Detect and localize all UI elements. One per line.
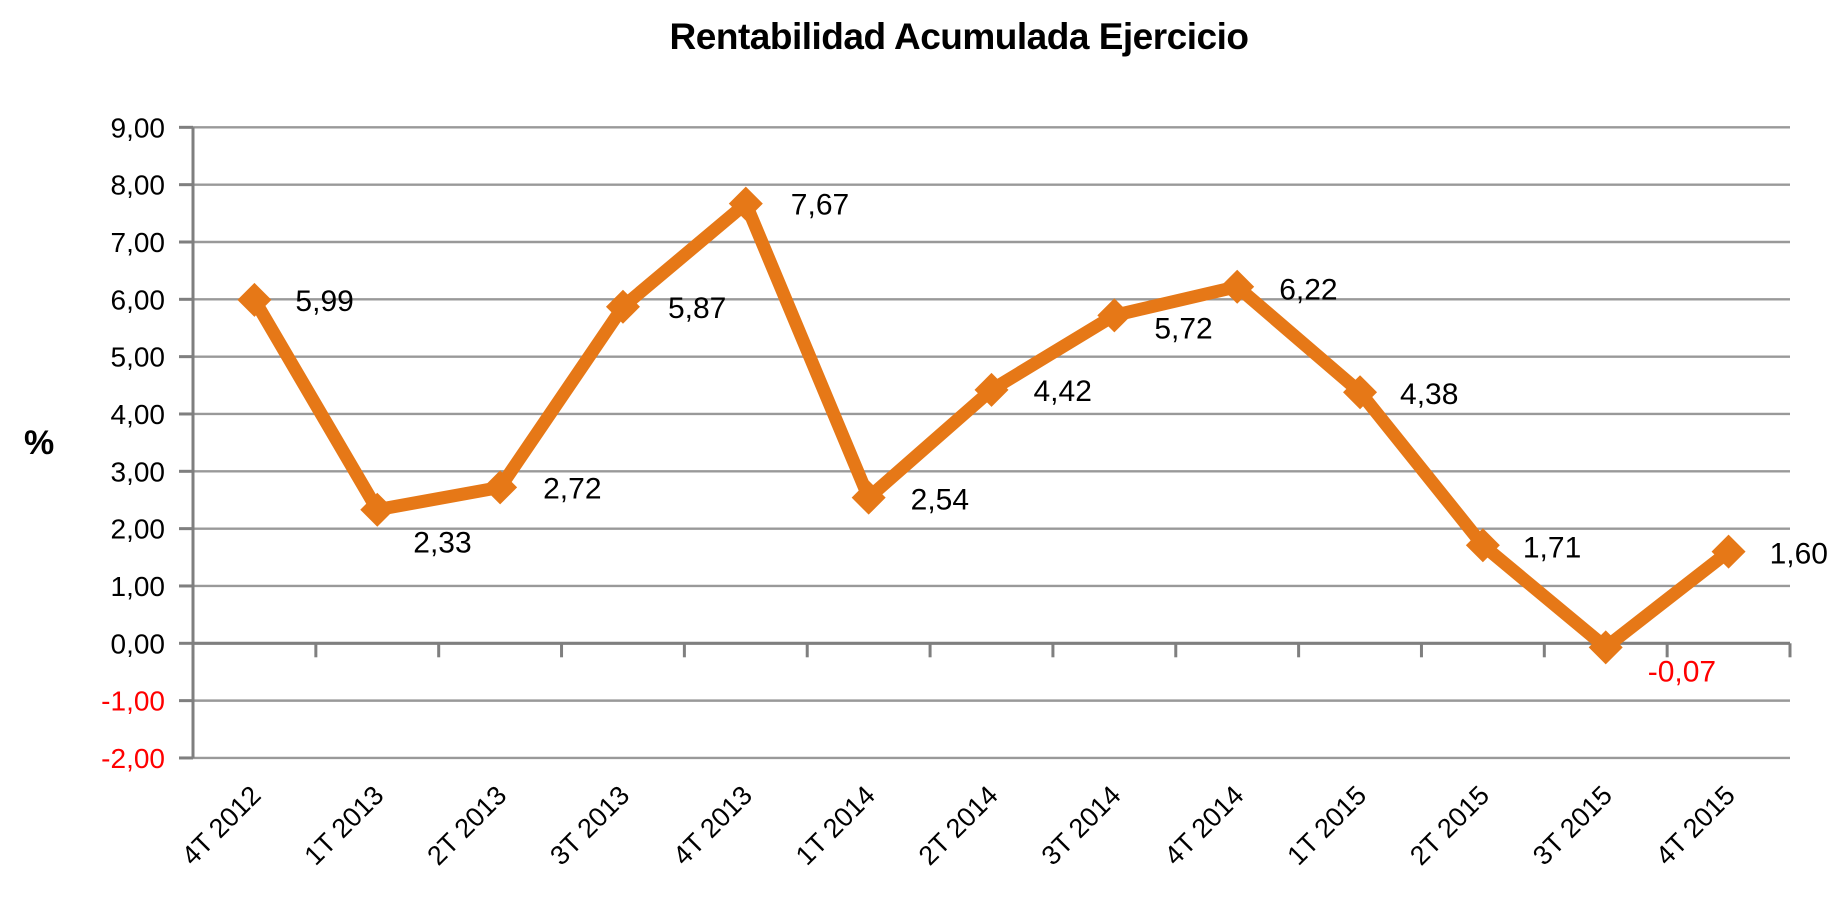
y-axis-tick-label: 2,00	[111, 514, 166, 545]
y-axis-tick-label: 7,00	[111, 227, 166, 258]
y-axis: 9,00 8,00 7,00 6,00 5,00 4,00 3,00 2,00 1,00 0,00…	[101, 112, 195, 774]
y-axis-unit-label: %	[24, 424, 55, 462]
x-axis-category-label: 1T 2014	[790, 780, 881, 871]
x-axis-category-label: 4T 2014	[1159, 780, 1250, 871]
data-point-label: 5,72	[1154, 312, 1212, 345]
data-point-label: 2,72	[543, 472, 601, 505]
data-labels: 5,99 2,33 2,72 5,87 7,67 2,54 4,42 5,72 6,22 4,38…	[295, 189, 1828, 689]
data-point-label: -0,07	[1648, 655, 1716, 688]
data-point-label: 1,71	[1523, 531, 1581, 564]
data-point-marker	[237, 282, 272, 317]
x-axis-category-label: 4T 2013	[667, 780, 758, 871]
y-axis-tick-label: 5,00	[111, 342, 166, 373]
data-point-marker	[360, 492, 395, 527]
y-axis-tick-label: 0,00	[111, 628, 166, 659]
data-point-label: 1,60	[1770, 538, 1828, 571]
y-axis-tick-label: 1,00	[111, 571, 166, 602]
data-point-marker	[728, 186, 763, 221]
data-point-label: 5,87	[668, 292, 726, 325]
x-axis-category-label: 3T 2015	[1527, 780, 1618, 871]
x-axis-category-label: 2T 2015	[1404, 780, 1495, 871]
gridlines	[193, 126, 1790, 760]
x-axis-category-label: 2T 2013	[421, 780, 512, 871]
y-axis-tick-label: 4,00	[111, 399, 166, 430]
y-axis-tick-label: 3,00	[111, 456, 166, 487]
data-point-label: 4,42	[1034, 375, 1092, 408]
x-axis-category-label: 3T 2013	[544, 780, 635, 871]
data-point-marker	[483, 470, 518, 505]
data-point-marker	[851, 480, 886, 515]
data-point-marker	[1220, 269, 1255, 304]
x-axis-category-label: 1T 2015	[1281, 780, 1372, 871]
data-point-label: 7,67	[791, 189, 849, 222]
data-point-marker	[1343, 375, 1378, 410]
x-axis-category-label: 4T 2015	[1650, 780, 1741, 871]
data-point-marker	[974, 372, 1009, 407]
data-point-marker	[1588, 630, 1623, 665]
x-axis-category-label: 1T 2013	[299, 780, 390, 871]
data-point-label: 4,38	[1400, 378, 1458, 411]
x-axis-category-label: 4T 2012	[176, 780, 267, 871]
y-axis-tick-label: 8,00	[111, 170, 166, 201]
y-axis-tick-label: -1,00	[101, 686, 165, 717]
data-point-label: 6,22	[1279, 274, 1337, 307]
x-axis-category-label: 3T 2014	[1036, 780, 1127, 871]
data-point-label: 5,99	[295, 285, 353, 318]
series-line	[247, 197, 1736, 654]
data-point-marker	[605, 289, 640, 324]
data-series	[237, 186, 1746, 665]
y-axis-tick-label: 9,00	[111, 112, 166, 143]
data-point-marker	[1097, 298, 1132, 333]
y-axis-tick-label: 6,00	[111, 284, 166, 315]
data-point-label: 2,54	[911, 484, 969, 517]
data-point-label: 2,33	[413, 527, 471, 560]
y-axis-tick-label: -2,00	[101, 743, 165, 774]
data-point-marker	[1711, 534, 1746, 569]
data-point-marker	[1465, 528, 1500, 563]
chart-title: Rentabilidad Acumulada Ejercicio	[669, 16, 1249, 57]
x-axis-category-label: 2T 2014	[913, 780, 1004, 871]
